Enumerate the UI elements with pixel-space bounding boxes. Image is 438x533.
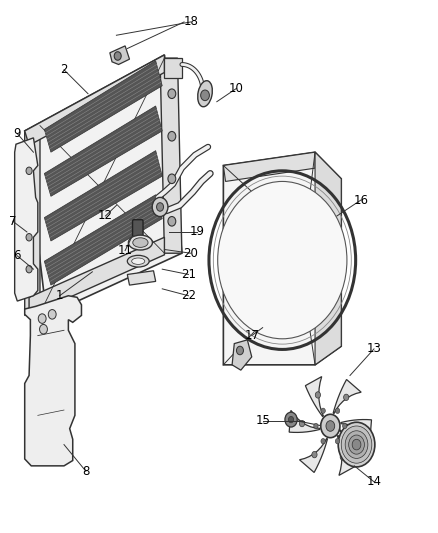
Circle shape (356, 425, 361, 432)
Polygon shape (127, 271, 155, 285)
FancyBboxPatch shape (133, 220, 143, 237)
Circle shape (218, 181, 347, 339)
Circle shape (168, 216, 176, 226)
Text: 16: 16 (353, 193, 368, 207)
Polygon shape (305, 377, 323, 417)
Polygon shape (341, 419, 371, 441)
Circle shape (39, 325, 47, 334)
Circle shape (26, 167, 32, 174)
Polygon shape (110, 46, 130, 64)
Polygon shape (44, 106, 162, 196)
Text: 15: 15 (255, 414, 270, 427)
Text: 17: 17 (244, 329, 259, 342)
Polygon shape (44, 61, 162, 152)
Circle shape (349, 435, 364, 454)
Polygon shape (25, 296, 81, 466)
Circle shape (114, 52, 121, 60)
Circle shape (201, 90, 209, 101)
Polygon shape (223, 152, 315, 181)
Text: 6: 6 (14, 249, 21, 262)
Polygon shape (232, 340, 252, 370)
Text: 11: 11 (118, 244, 133, 257)
Circle shape (26, 233, 32, 241)
Circle shape (321, 439, 325, 444)
Text: 2: 2 (60, 63, 68, 76)
Text: 19: 19 (190, 225, 205, 238)
Circle shape (338, 422, 375, 467)
Circle shape (352, 439, 361, 450)
Text: 12: 12 (98, 209, 113, 222)
Circle shape (314, 423, 318, 429)
Polygon shape (315, 152, 341, 365)
Circle shape (336, 408, 340, 414)
Circle shape (26, 265, 32, 273)
Circle shape (288, 416, 293, 423)
Circle shape (315, 392, 321, 398)
Polygon shape (333, 379, 361, 414)
Text: 7: 7 (9, 215, 17, 228)
Polygon shape (289, 410, 320, 432)
Polygon shape (223, 152, 341, 365)
Text: 9: 9 (14, 127, 21, 140)
Polygon shape (14, 138, 38, 301)
Circle shape (321, 408, 325, 414)
Text: 18: 18 (183, 15, 198, 28)
Polygon shape (337, 435, 355, 475)
Text: 8: 8 (82, 465, 89, 478)
Circle shape (156, 203, 163, 211)
Circle shape (336, 439, 340, 444)
Circle shape (285, 412, 297, 427)
Ellipse shape (132, 258, 145, 264)
Circle shape (168, 132, 176, 141)
Circle shape (341, 426, 372, 463)
Text: 14: 14 (367, 475, 381, 488)
Polygon shape (25, 126, 40, 316)
Circle shape (168, 89, 176, 99)
Circle shape (48, 310, 56, 319)
Polygon shape (160, 58, 182, 253)
Polygon shape (44, 151, 162, 241)
Text: 22: 22 (181, 289, 196, 302)
Circle shape (152, 197, 168, 216)
Ellipse shape (198, 80, 212, 107)
Ellipse shape (127, 255, 149, 267)
Polygon shape (300, 439, 328, 472)
Text: 20: 20 (183, 247, 198, 260)
Polygon shape (25, 55, 182, 316)
Polygon shape (164, 58, 182, 78)
Text: 21: 21 (181, 268, 196, 281)
Circle shape (168, 174, 176, 183)
Ellipse shape (128, 235, 152, 250)
Circle shape (312, 451, 317, 458)
Circle shape (345, 431, 368, 458)
Circle shape (321, 414, 340, 438)
Text: 1: 1 (56, 289, 64, 302)
Text: 10: 10 (229, 82, 244, 95)
Circle shape (343, 394, 349, 400)
Circle shape (340, 454, 346, 460)
Circle shape (237, 346, 244, 355)
Circle shape (38, 314, 46, 324)
Text: 13: 13 (367, 342, 381, 356)
Polygon shape (29, 237, 164, 316)
Polygon shape (25, 55, 164, 146)
Circle shape (343, 423, 347, 429)
Polygon shape (44, 195, 162, 285)
Circle shape (326, 421, 335, 431)
Circle shape (300, 421, 305, 427)
Ellipse shape (133, 238, 148, 247)
